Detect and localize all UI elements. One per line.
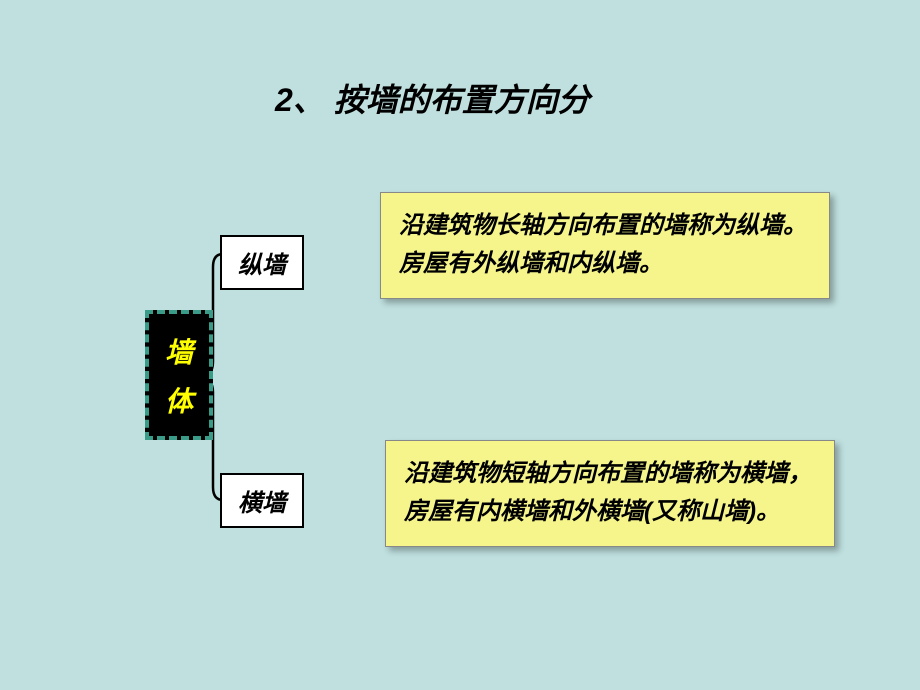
root-node: 墙 体: [145, 310, 213, 440]
root-char-1: 墙: [165, 331, 193, 371]
description-bottom: 沿建筑物短轴方向布置的墙称为横墙，房屋有内横墙和外横墙(又称山墙)。: [385, 440, 835, 547]
root-char-2: 体: [165, 380, 193, 420]
branch-node-top: 纵墙: [220, 235, 304, 290]
page-title: 2、 按墙的布置方向分: [275, 75, 590, 121]
description-top: 沿建筑物长轴方向布置的墙称为纵墙。房屋有外纵墙和内纵墙。: [380, 192, 830, 299]
branch-node-bottom: 横墙: [220, 473, 304, 528]
